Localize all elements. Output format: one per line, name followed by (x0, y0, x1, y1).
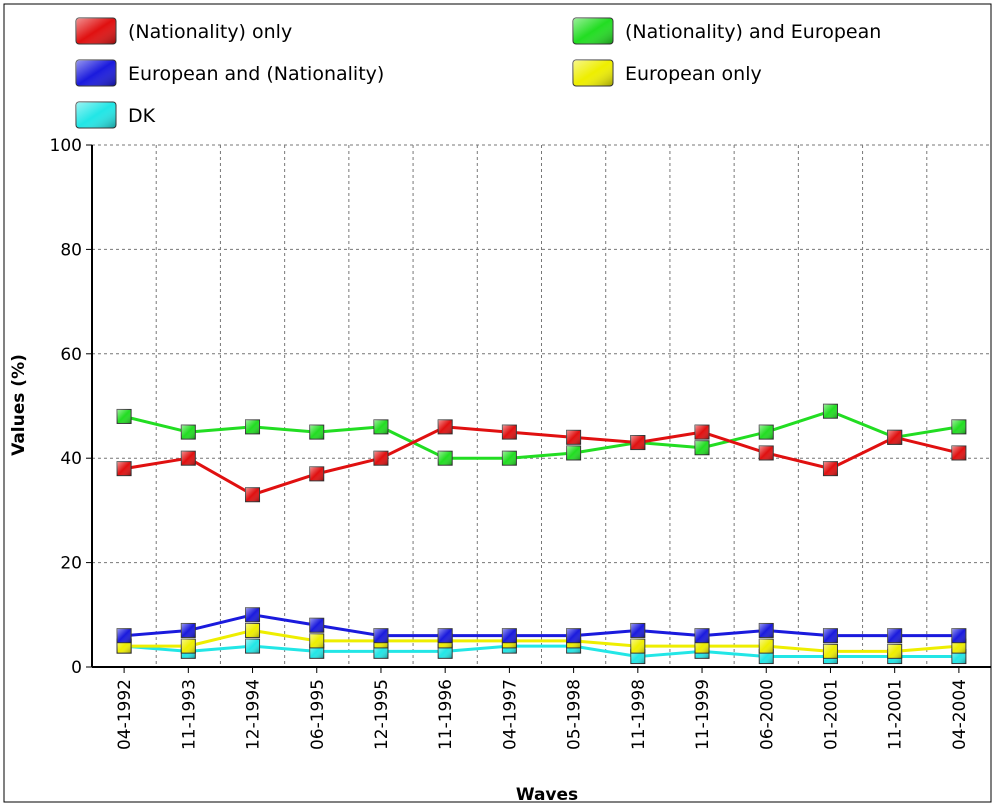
data-point (758, 622, 774, 638)
data-point (245, 419, 261, 435)
data-point (180, 450, 196, 466)
data-point (822, 461, 838, 477)
legend-label: (Nationality) and European (625, 21, 881, 43)
legend-item: European and (Nationality) (75, 59, 384, 87)
legend-label: (Nationality) only (128, 21, 292, 43)
series-line (123, 644, 959, 659)
legend-label: DK (128, 105, 156, 127)
data-point (309, 633, 325, 649)
legend-label: European and (Nationality) (128, 63, 384, 85)
x-tick-label: 04-1992 (115, 679, 135, 750)
x-tick-label: 01-2001 (821, 679, 841, 750)
legend-item: DK (75, 101, 156, 129)
data-point (501, 450, 517, 466)
data-point (180, 622, 196, 638)
data-point (630, 622, 646, 638)
data-point (373, 628, 389, 644)
data-point (501, 628, 517, 644)
y-axis-title: Values (%) (9, 354, 29, 456)
data-point (822, 403, 838, 419)
y-tick-label: 80 (60, 240, 82, 260)
legend-item: European only (572, 59, 762, 87)
data-point (116, 408, 132, 424)
y-tick-label: 60 (60, 345, 82, 365)
data-point (309, 466, 325, 482)
data-point (437, 450, 453, 466)
x-tick-label: 11-1996 (436, 679, 456, 750)
axes: 0 20 40 60 80 100 04-1992 11-1993 12-1994 06-1995… (50, 136, 991, 750)
y-tick-label: 100 (50, 136, 82, 156)
data-point (245, 622, 261, 638)
data-point (501, 424, 517, 440)
data-point (309, 424, 325, 440)
series-line (123, 613, 959, 638)
y-tick-label: 40 (60, 449, 82, 469)
series-line (124, 628, 960, 653)
y-tick-label: 20 (60, 554, 82, 574)
legend-swatch-shine (76, 60, 116, 86)
data-point (951, 628, 967, 644)
data-point (373, 419, 389, 435)
data-point (566, 429, 582, 445)
legend-swatch-shine (76, 18, 116, 44)
x-tick-label: 11-1999 (693, 679, 713, 750)
x-tick-label: 11-1993 (179, 679, 199, 750)
y-tick-label: 0 (71, 658, 82, 678)
legend-swatch-shine (573, 60, 613, 86)
series-line (123, 425, 960, 497)
data-point (245, 607, 261, 623)
x-axis-title: Waves (516, 785, 578, 805)
data-point (887, 628, 903, 644)
data-point (630, 638, 646, 654)
data-point (566, 628, 582, 644)
x-tick-label: 04-2004 (950, 679, 970, 750)
data-point (694, 628, 710, 644)
data-point (694, 440, 710, 456)
data-point (694, 424, 710, 440)
data-point (180, 638, 196, 654)
data-point (822, 643, 838, 659)
data-point (566, 445, 582, 461)
legend-label: European only (625, 63, 762, 85)
legend-item: (Nationality) only (75, 17, 292, 45)
x-tick-label: 06-2000 (757, 679, 777, 750)
data-point (437, 628, 453, 644)
data-point (822, 628, 838, 644)
data-point (116, 628, 132, 644)
x-tick-label: 05-1998 (565, 679, 585, 750)
x-tick-label: 12-1994 (244, 679, 264, 750)
data-point (245, 638, 261, 654)
x-tick-label: 11-1998 (629, 679, 649, 750)
x-tick-label: 04-1997 (500, 679, 520, 750)
data-point (309, 617, 325, 633)
data-point (951, 445, 967, 461)
x-tick-label: 06-1995 (308, 679, 328, 750)
data-point (758, 424, 774, 440)
series-line (123, 409, 960, 460)
legend-swatch-shine (573, 18, 613, 44)
data-point (887, 429, 903, 445)
data-point (951, 419, 967, 435)
legend: (Nationality) only (Nationality) and Euro… (75, 17, 881, 129)
series-layer (116, 403, 967, 665)
data-point (245, 487, 261, 503)
chart-frame (3, 3, 992, 803)
data-point (373, 450, 389, 466)
legend-swatch-shine (76, 102, 116, 128)
data-point (887, 643, 903, 659)
data-point (116, 461, 132, 477)
data-point (758, 445, 774, 461)
x-tick-label: 11-2001 (886, 679, 906, 750)
legend-item: (Nationality) and European (572, 17, 881, 45)
data-point (758, 638, 774, 654)
data-point (630, 435, 646, 451)
data-point (180, 424, 196, 440)
x-tick-label: 12-1995 (372, 679, 392, 750)
data-point (437, 419, 453, 435)
grid (92, 144, 991, 667)
